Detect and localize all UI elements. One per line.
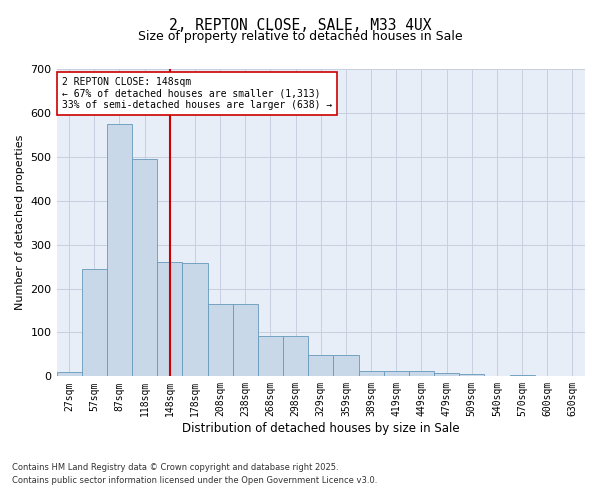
Bar: [82, 269, 107, 376]
Bar: [182, 263, 208, 376]
Text: Contains HM Land Registry data © Crown copyright and database right 2025.: Contains HM Land Registry data © Crown c…: [12, 464, 338, 472]
Text: 2, REPTON CLOSE, SALE, M33 4UX: 2, REPTON CLOSE, SALE, M33 4UX: [169, 18, 431, 32]
Bar: [359, 370, 383, 376]
Bar: [308, 356, 334, 376]
Bar: [383, 371, 409, 376]
Y-axis label: Number of detached properties: Number of detached properties: [15, 135, 25, 310]
Bar: [132, 159, 157, 376]
Bar: [157, 262, 182, 376]
Bar: [208, 304, 233, 376]
Bar: [409, 371, 434, 376]
Text: Size of property relative to detached houses in Sale: Size of property relative to detached ho…: [137, 30, 463, 43]
Bar: [283, 336, 308, 376]
Text: 2 REPTON CLOSE: 148sqm
← 67% of detached houses are smaller (1,313)
33% of semi-: 2 REPTON CLOSE: 148sqm ← 67% of detached…: [62, 76, 332, 110]
Bar: [258, 336, 283, 376]
Bar: [334, 356, 359, 376]
Bar: [233, 304, 258, 376]
Bar: [509, 374, 535, 376]
Bar: [107, 124, 132, 376]
X-axis label: Distribution of detached houses by size in Sale: Distribution of detached houses by size …: [182, 422, 460, 435]
Bar: [434, 374, 459, 376]
Text: Contains public sector information licensed under the Open Government Licence v3: Contains public sector information licen…: [12, 476, 377, 485]
Bar: [56, 372, 82, 376]
Bar: [459, 374, 484, 376]
